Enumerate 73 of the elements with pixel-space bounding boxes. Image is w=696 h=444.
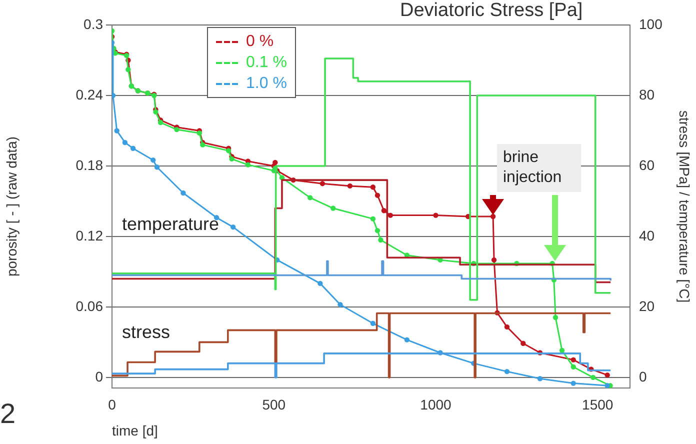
y-tick-label: 0.18	[76, 156, 104, 173]
point	[130, 146, 136, 151]
point	[330, 206, 336, 211]
y-tick-label: 0	[95, 368, 104, 384]
point	[537, 376, 543, 382]
point	[229, 156, 234, 162]
legend-label: 1.0 %	[246, 74, 287, 94]
point	[370, 184, 376, 190]
point	[153, 109, 158, 115]
point	[196, 130, 202, 136]
point	[180, 190, 186, 196]
point	[404, 337, 410, 342]
point	[504, 368, 510, 374]
y2-axis-title: stress [MPa] / temperature [°C]	[676, 110, 693, 303]
point	[150, 157, 156, 163]
point	[114, 128, 120, 134]
chart-title: Deviatoric Stress [Pa]	[400, 0, 583, 22]
annotation: stress	[122, 322, 170, 343]
point	[552, 314, 558, 320]
point	[374, 228, 380, 234]
point	[490, 214, 496, 220]
point	[491, 257, 497, 263]
annotation: temperature	[122, 214, 220, 235]
point	[154, 164, 160, 170]
text: 2	[0, 398, 16, 430]
y-tick-label: 0.06	[76, 298, 104, 314]
y2-tick-label: 80	[639, 86, 655, 102]
x-tick-label: 1500	[582, 396, 614, 412]
point	[504, 324, 510, 330]
point	[570, 364, 576, 370]
point	[272, 160, 278, 166]
x-axis-title: time [d]	[112, 422, 158, 438]
point	[570, 380, 576, 386]
point	[122, 140, 128, 146]
point	[370, 216, 376, 222]
point	[174, 126, 180, 132]
point	[604, 372, 610, 378]
y-tick-label: 0.12	[76, 227, 104, 244]
point	[590, 374, 596, 380]
point	[388, 212, 394, 218]
point	[338, 302, 343, 308]
point	[245, 162, 251, 168]
point	[230, 224, 236, 230]
legend-label: 0 %	[246, 32, 274, 52]
y2-tick-label: 60	[639, 156, 655, 173]
x-tick-label: 0	[108, 396, 116, 412]
point	[604, 383, 610, 388]
point	[347, 183, 353, 189]
y2-tick-label: 0	[639, 368, 647, 384]
point	[200, 142, 206, 148]
x-tick-label: 1000	[420, 396, 452, 412]
y2-tick-label: 40	[639, 227, 655, 244]
y2-tick-label: 100	[639, 16, 663, 32]
y-tick-label: 0.24	[76, 86, 104, 102]
point	[318, 280, 323, 286]
point	[374, 192, 380, 198]
y2-tick-label: 20	[639, 298, 655, 314]
point	[378, 237, 384, 243]
y-axis-title: porosity [ - ] (raw data)	[3, 136, 20, 277]
point	[520, 340, 526, 346]
annotation: brine injection	[497, 144, 581, 192]
point	[370, 320, 376, 326]
point	[570, 357, 576, 362]
point	[320, 180, 326, 186]
point	[308, 195, 313, 200]
legend-label: 0.1 %	[246, 53, 287, 73]
point	[381, 208, 387, 214]
point	[226, 148, 232, 154]
point	[126, 67, 131, 72]
x-tick-label: 500	[262, 396, 286, 412]
y-tick-label: 0.3	[84, 16, 104, 32]
point	[433, 212, 438, 218]
point	[158, 120, 164, 126]
